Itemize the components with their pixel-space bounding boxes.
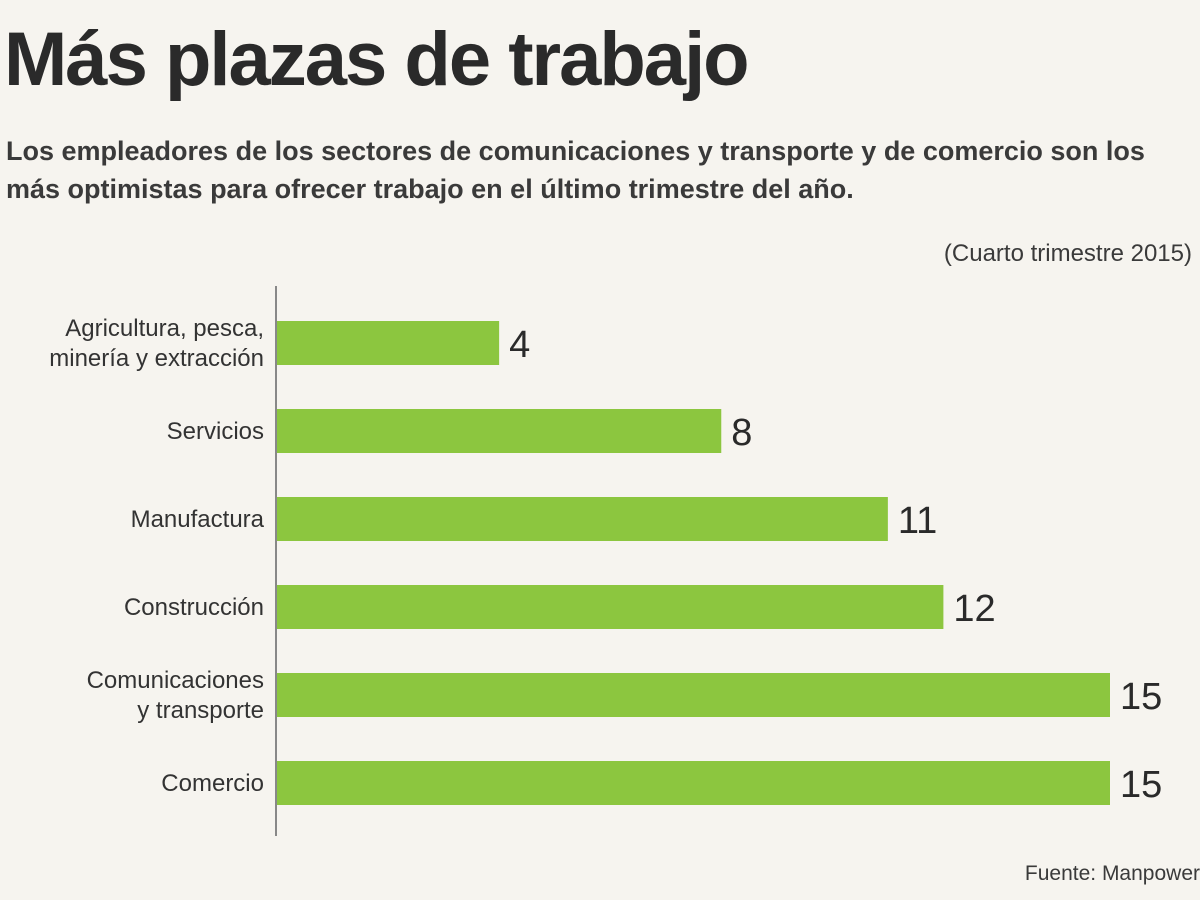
- category-label-2: Manufactura: [131, 506, 265, 533]
- value-label-0: 4: [509, 324, 530, 366]
- bar-4: [277, 673, 1110, 717]
- value-label-1: 8: [731, 412, 752, 454]
- value-label-2: 11: [898, 500, 937, 542]
- bar-3: [277, 585, 944, 629]
- category-label-0: Agricultura, pesca, minería y extracción: [49, 315, 264, 372]
- period-label: (Cuarto trimestre 2015): [943, 240, 1192, 267]
- chart-title: Más plazas de trabajo: [4, 17, 750, 102]
- bar-chart: 4 Agricultura, pesca, minería y extracción…: [49, 286, 1162, 836]
- source-note: Fuente: Manpower: [1024, 862, 1200, 885]
- chart-subtitle: Los empleadores de los sectores de comun…: [6, 136, 1145, 204]
- bar-0: [277, 321, 500, 365]
- value-label-5: 15: [1120, 764, 1162, 806]
- bar-5: [277, 761, 1110, 805]
- bar-2: [277, 497, 888, 541]
- category-label-4: Comunicaciones y transporte: [87, 667, 264, 724]
- value-label-4: 15: [1120, 676, 1162, 718]
- bar-1: [277, 409, 722, 453]
- value-label-3: 12: [953, 588, 995, 630]
- category-label-1: Servicios: [167, 418, 264, 445]
- category-label-5: Comercio: [161, 770, 264, 797]
- category-label-3: Construcción: [124, 594, 264, 621]
